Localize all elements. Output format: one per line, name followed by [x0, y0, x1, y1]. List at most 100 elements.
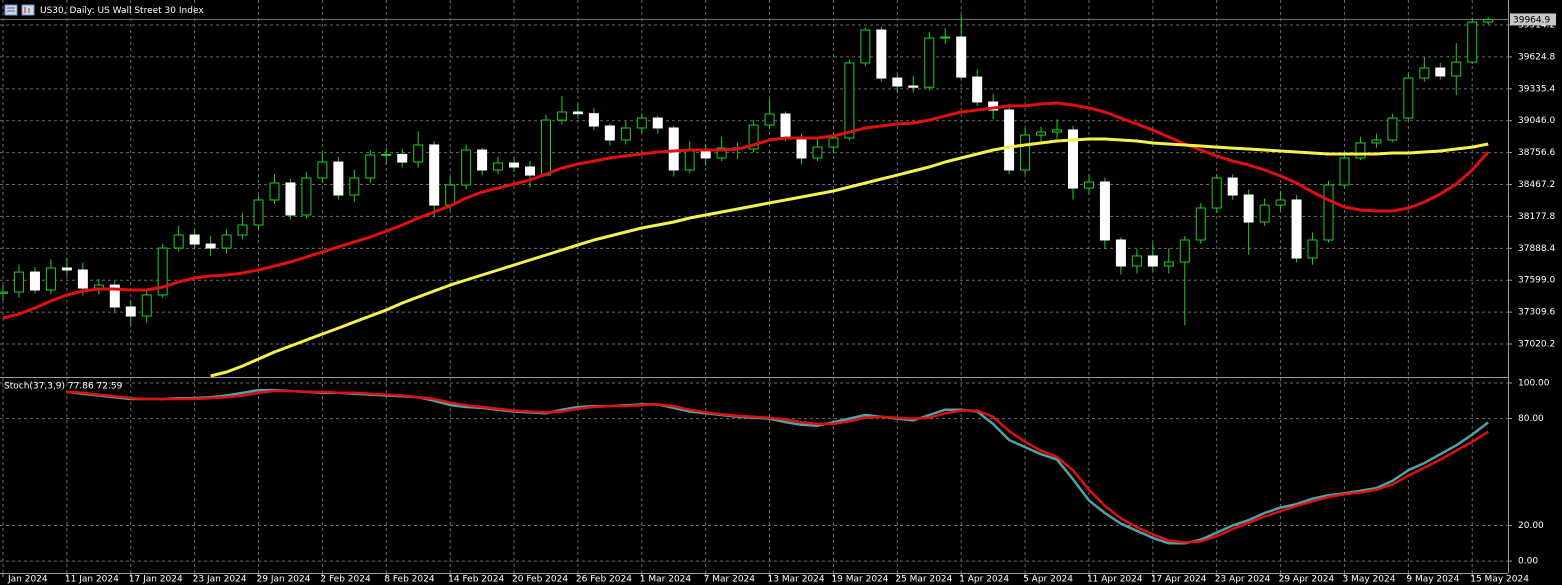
x-tick-label: 1 Apr 2024 — [959, 575, 1009, 585]
candle-body — [1131, 255, 1142, 267]
candle-body — [1403, 77, 1414, 119]
x-tick-label: 20 Feb 2024 — [512, 575, 568, 585]
candle-body — [1291, 199, 1302, 259]
y-tick-label: 38177.8 — [1518, 212, 1555, 222]
last-price-box — [1510, 13, 1556, 26]
candle-body — [1259, 204, 1270, 223]
candle-body — [1067, 129, 1078, 189]
candle-body — [1307, 239, 1318, 259]
candle-body — [1323, 184, 1334, 241]
candle-body — [1020, 134, 1031, 171]
candle-body — [652, 117, 663, 129]
x-tick-label: 5 Apr 2024 — [1023, 575, 1073, 585]
candle-body — [365, 154, 376, 179]
candle-body — [141, 294, 152, 317]
y-tick-label: 0.00 — [1518, 557, 1538, 567]
moving-average-line — [2, 101, 1490, 320]
candle-body — [253, 199, 264, 226]
candle-body — [540, 119, 551, 176]
candle-body — [301, 177, 312, 216]
x-tick-label: 23 Apr 2024 — [1215, 575, 1271, 585]
y-tick-label: 39335.4 — [1518, 84, 1555, 94]
candle-body — [413, 144, 424, 163]
y-tick-label: 20.00 — [1518, 521, 1544, 531]
x-tick-label: 14 Feb 2024 — [448, 575, 504, 585]
candle-body — [1163, 261, 1174, 267]
candle-body — [1419, 67, 1430, 79]
candle-body — [45, 267, 56, 291]
axis-layer: 39914.2 39624.8 39335.4 39046.0 38756.6 38467… — [2, 13, 1556, 585]
candle-body — [429, 144, 440, 206]
candle-body — [636, 117, 647, 129]
y-tick-label: 37888.4 — [1518, 244, 1555, 254]
x-tick-label: 8 Feb 2024 — [384, 575, 435, 585]
candle-body — [1243, 194, 1254, 223]
candle-body — [876, 29, 887, 79]
price-panel — [0, 14, 1494, 377]
y-tick-label: 39624.8 — [1518, 52, 1555, 62]
candle-body — [828, 137, 839, 148]
candle-body — [1467, 21, 1478, 63]
candle-body — [764, 113, 775, 126]
y-tick-label: 39046.0 — [1518, 116, 1555, 126]
chart-title: US30, Daily: US Wall Street 30 Index — [40, 6, 204, 16]
candle-body — [397, 153, 408, 163]
chart-icon[interactable] — [21, 4, 35, 16]
candle-body — [1435, 67, 1446, 77]
candle-body — [812, 146, 823, 159]
x-tick-label: 26 Feb 2024 — [576, 575, 632, 585]
candle-body — [1211, 177, 1222, 209]
x-tick-label: 7 Mar 2024 — [704, 575, 756, 585]
candle-body — [1195, 207, 1206, 241]
candle-body — [1355, 142, 1366, 159]
candle-body — [940, 36, 951, 39]
candle-body — [493, 162, 504, 171]
moving-average-line — [210, 137, 1489, 377]
stochastic-line — [66, 389, 1489, 544]
candle-body — [13, 271, 24, 293]
candle-body — [1099, 181, 1110, 241]
candle-body — [333, 161, 344, 196]
candle-body — [173, 234, 184, 249]
candle-body — [1387, 117, 1398, 141]
candle-body — [588, 113, 599, 127]
candle-body — [381, 153, 392, 156]
y-tick-label: 37599.0 — [1518, 276, 1555, 286]
candle-body — [317, 161, 328, 179]
candle-body — [445, 184, 456, 206]
menu-icon[interactable] — [4, 4, 18, 16]
candle-body — [972, 76, 983, 103]
candle-body — [1147, 255, 1158, 267]
candle-body — [556, 111, 567, 121]
candle-body — [1115, 239, 1126, 267]
candle-body — [956, 36, 967, 78]
candle-body — [1227, 177, 1238, 196]
x-tick-label: 11 Jan 2024 — [65, 575, 119, 585]
candle-body — [860, 29, 871, 64]
x-tick-label: 25 Mar 2024 — [895, 575, 952, 585]
last-price-label: 39964.9 — [1513, 15, 1550, 25]
x-tick-label: 1 Mar 2024 — [640, 575, 692, 585]
candle-body — [1483, 18, 1494, 23]
candle-body — [924, 37, 935, 88]
candle-body — [285, 182, 296, 216]
x-tick-label: 15 May 2024 — [1470, 575, 1529, 585]
candle-body — [892, 77, 903, 87]
candle-body — [157, 247, 168, 296]
candle-body — [509, 162, 520, 168]
y-tick-label: 38756.6 — [1518, 148, 1555, 158]
candle-body — [461, 149, 472, 186]
x-tick-label: 3 May 2024 — [1342, 575, 1395, 585]
x-tick-label: 11 Apr 2024 — [1087, 575, 1143, 585]
candle-body — [1339, 157, 1350, 186]
x-tick-label: 29 Apr 2024 — [1279, 575, 1335, 585]
candle-body — [1451, 61, 1462, 77]
grid-layer — [0, 0, 1508, 573]
y-tick-label: 80.00 — [1518, 414, 1544, 424]
candle-body — [1179, 239, 1190, 263]
candle-body — [668, 127, 679, 171]
x-tick-label: 29 Jan 2024 — [257, 575, 311, 585]
y-tick-label: 39914.2 — [1518, 21, 1555, 31]
